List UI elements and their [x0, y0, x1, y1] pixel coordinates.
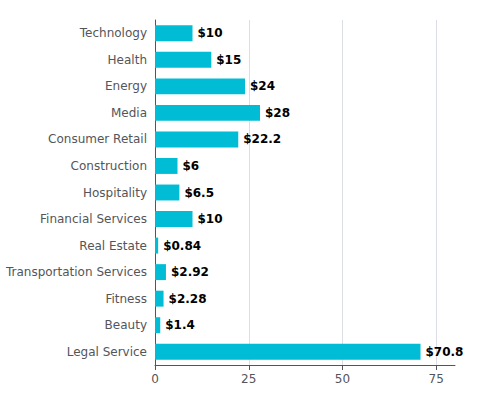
svg-text:$6.5: $6.5 — [184, 186, 214, 200]
svg-text:$70.8: $70.8 — [426, 345, 464, 359]
svg-text:$24: $24 — [250, 79, 275, 93]
svg-text:50: 50 — [335, 372, 350, 386]
svg-text:Financial Services: Financial Services — [40, 212, 147, 226]
svg-text:Energy: Energy — [105, 79, 147, 93]
svg-text:Fitness: Fitness — [105, 292, 147, 306]
svg-text:Health: Health — [108, 53, 147, 67]
svg-text:$15: $15 — [216, 53, 241, 67]
svg-text:Transportation Services: Transportation Services — [5, 265, 147, 279]
svg-text:Technology: Technology — [79, 26, 147, 40]
svg-text:Construction: Construction — [71, 159, 147, 173]
svg-text:25: 25 — [241, 372, 256, 386]
svg-text:Beauty: Beauty — [105, 318, 147, 332]
svg-text:Consumer Retail: Consumer Retail — [48, 132, 147, 146]
svg-text:$0.84: $0.84 — [163, 239, 201, 253]
svg-text:$1.4: $1.4 — [165, 318, 195, 332]
svg-text:$28: $28 — [265, 106, 290, 120]
svg-text:0: 0 — [151, 372, 159, 386]
svg-text:$22.2: $22.2 — [243, 132, 281, 146]
svg-text:75: 75 — [429, 372, 444, 386]
svg-text:Hospitality: Hospitality — [83, 186, 147, 200]
svg-text:Media: Media — [111, 106, 147, 120]
svg-text:$2.92: $2.92 — [171, 265, 209, 279]
svg-text:$6: $6 — [183, 159, 200, 173]
svg-text:$10: $10 — [198, 26, 223, 40]
svg-text:Real Estate: Real Estate — [79, 239, 147, 253]
svg-text:Legal Service: Legal Service — [67, 345, 147, 359]
svg-text:$10: $10 — [198, 212, 223, 226]
svg-text:$2.28: $2.28 — [169, 292, 207, 306]
